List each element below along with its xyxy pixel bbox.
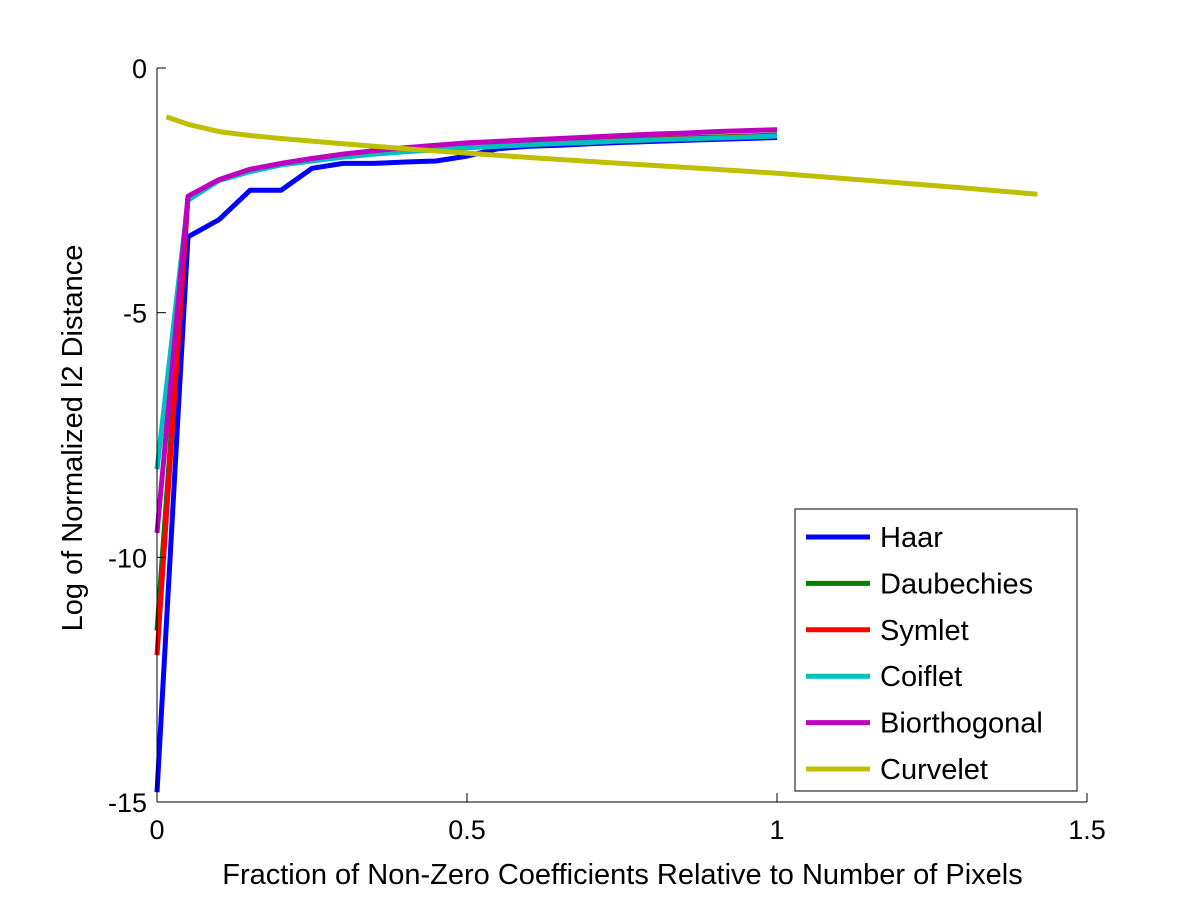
y-axis-label: Log of Normalized l2 Distance [57,245,89,632]
y-tick-label: -10 [108,543,147,573]
legend-box [794,508,1078,792]
x-tick-label: 1.5 [1068,815,1106,845]
legend-label: Haar [880,522,943,554]
x-tick-label: 0 [149,815,164,845]
y-tick-label: 0 [132,54,147,84]
legend-label: Daubechies [880,568,1033,600]
y-tick-label: -5 [123,299,147,329]
y-tick-label: -15 [108,788,147,818]
legend-label: Curvelet [880,754,988,786]
series-line-biorthogonal [154,127,778,534]
legend-label: Coiflet [880,661,962,693]
legend-label: Biorthogonal [880,708,1043,740]
legend: Haar Daubechies Symlet Coiflet Biorthogonal C… [794,508,1078,792]
x-tick-label: 0.5 [448,815,486,845]
legend-label: Symlet [880,615,969,647]
axes-group: 0 0.5 1 1.5 0 -5 -10 -15 [108,54,1106,845]
x-axis-label: Fraction of Non-Zero Coefficients Relati… [222,859,1023,891]
plot-series-group [154,114,1038,793]
series-line-curvelet [165,114,1038,197]
x-tick-label: 1 [769,815,784,845]
